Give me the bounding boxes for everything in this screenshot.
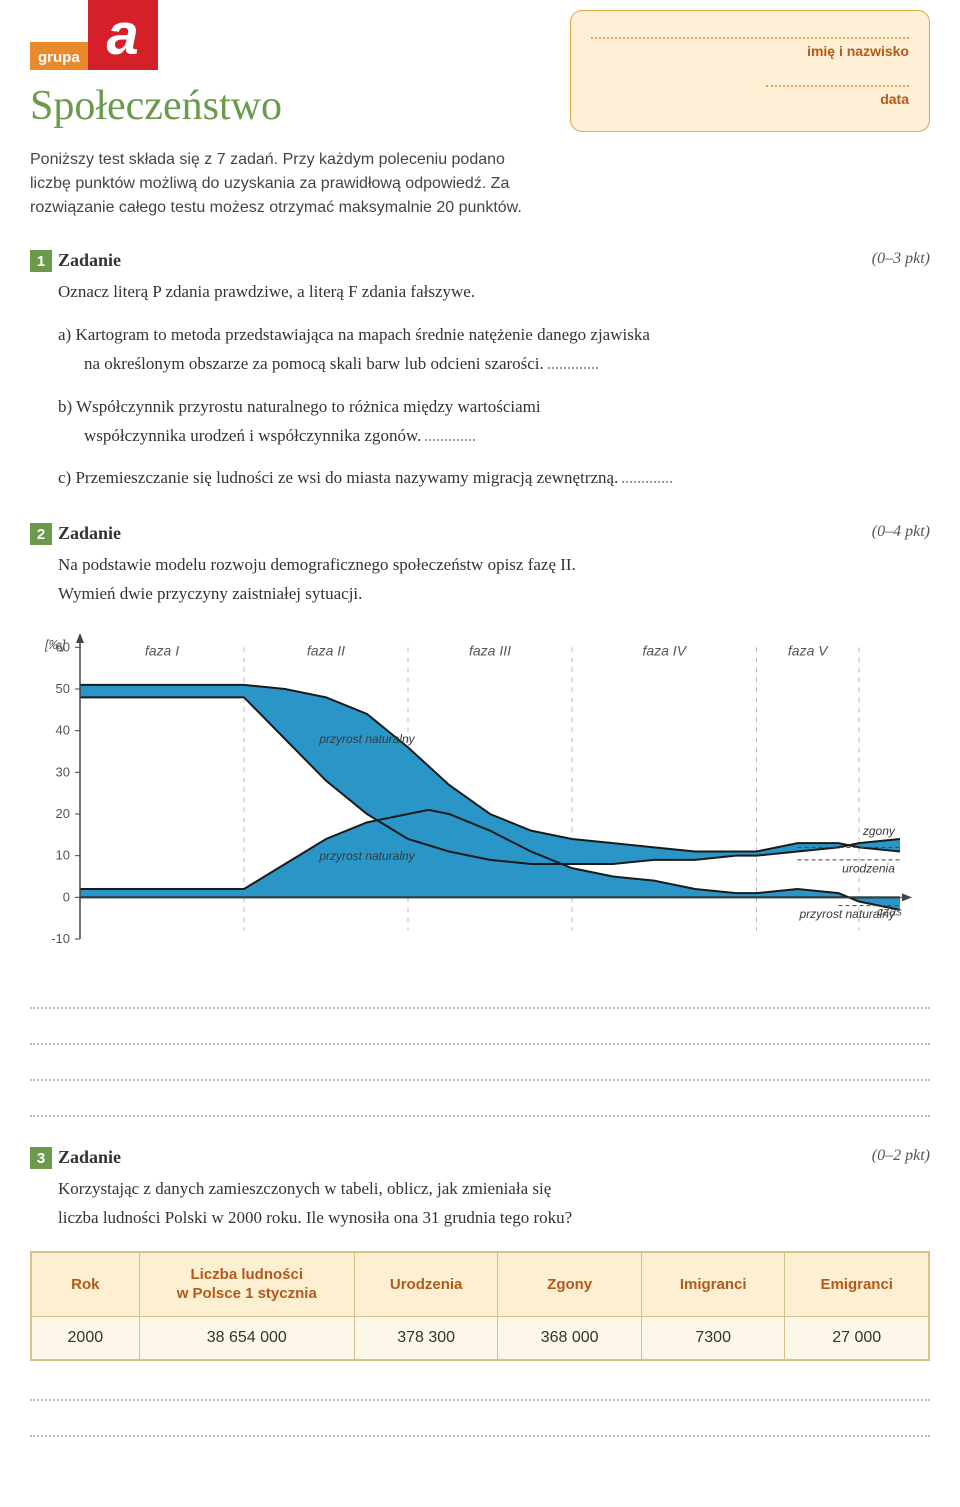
table-cell: 378 300 (354, 1316, 498, 1359)
svg-text:faza II: faza II (307, 643, 345, 659)
table-cell: 27 000 (785, 1316, 929, 1359)
svg-text:10: 10 (56, 848, 70, 863)
task-1-points: (0–3 pkt) (872, 250, 930, 268)
date-label: data (880, 91, 909, 107)
task-3-answer-area[interactable] (30, 1375, 930, 1437)
svg-text:40: 40 (56, 723, 70, 738)
table-cell: 7300 (641, 1316, 785, 1359)
answer-line[interactable] (30, 1091, 930, 1117)
table-header: Rok (32, 1252, 140, 1316)
task-2-instruction-2: Wymień dwie przyczyny zaistniałej sytuac… (58, 580, 930, 609)
table-cell: 368 000 (498, 1316, 642, 1359)
svg-text:[‰]: [‰] (44, 637, 66, 652)
task-2: 2 Zadanie (0–4 pkt) Na podstawie modelu … (30, 523, 930, 1117)
svg-text:20: 20 (56, 806, 70, 821)
group-label: grupa (30, 42, 88, 70)
task-1-c: c) Przemieszczanie się ludności ze wsi d… (58, 468, 618, 487)
task-1-c-answer[interactable] (622, 473, 672, 483)
task-1-b-lead: b) Współczynnik przyrostu naturalnego to… (58, 397, 541, 416)
name-label: imię i nazwisko (807, 43, 909, 59)
intro-text: Poniższy test składa się z 7 zadań. Przy… (30, 148, 540, 220)
task-1-instruction: Oznacz literą P zdania prawdziwe, a lite… (58, 278, 930, 307)
answer-line[interactable] (30, 1411, 930, 1437)
task-2-points: (0–4 pkt) (872, 523, 930, 541)
task-3: 3 Zadanie (0–2 pkt) Korzystając z danych… (30, 1147, 930, 1437)
task-1-number: 1 (30, 250, 52, 272)
student-info-box: imię i nazwisko data (570, 10, 930, 132)
task-1-b-cont: współczynnika urodzeń i współczynnika zg… (84, 426, 421, 445)
svg-text:faza V: faza V (788, 643, 829, 659)
table-header: Emigranci (785, 1252, 929, 1316)
task-3-points: (0–2 pkt) (872, 1147, 930, 1165)
page-title: Społeczeństwo (30, 82, 540, 130)
task-3-number: 3 (30, 1147, 52, 1169)
task-1-a-lead: a) Kartogram to metoda przedstawiająca n… (58, 325, 650, 344)
table-cell: 2000 (32, 1316, 140, 1359)
table-row: 200038 654 000378 300368 000730027 000 (32, 1316, 929, 1359)
demographic-chart: -100102030405060[‰]faza Ifaza IIfaza III… (30, 629, 930, 969)
svg-text:faza I: faza I (145, 643, 179, 659)
task-3-instruction-1: Korzystając z danych zamieszczonych w ta… (58, 1175, 930, 1204)
task-1: 1 Zadanie (0–3 pkt) Oznacz literą P zdan… (30, 250, 930, 493)
answer-line[interactable] (30, 983, 930, 1009)
table-header: Urodzenia (354, 1252, 498, 1316)
svg-text:urodzenia: urodzenia (842, 861, 895, 875)
task-1-title: Zadanie (58, 250, 872, 271)
task-1-a-answer[interactable] (548, 359, 598, 369)
task-2-answer-area[interactable] (30, 983, 930, 1117)
task-1-a-cont: na określonym obszarze za pomocą skali b… (84, 354, 544, 373)
answer-line[interactable] (30, 1375, 930, 1401)
task-3-title: Zadanie (58, 1147, 872, 1168)
group-letter: a (88, 0, 158, 70)
name-input-line[interactable] (591, 25, 909, 39)
svg-text:faza IV: faza IV (642, 643, 687, 659)
task-2-title: Zadanie (58, 523, 872, 544)
svg-text:przyrost naturalny: przyrost naturalny (318, 849, 415, 863)
svg-text:30: 30 (56, 764, 70, 779)
table-header: Imigranci (641, 1252, 785, 1316)
task-2-instruction-1: Na podstawie modelu rozwoju demograficzn… (58, 551, 930, 580)
table-cell: 38 654 000 (139, 1316, 354, 1359)
task-2-number: 2 (30, 523, 52, 545)
date-input-line[interactable] (766, 73, 909, 87)
task-3-instruction-2: liczba ludności Polski w 2000 roku. Ile … (58, 1204, 930, 1233)
svg-text:przyrost naturalny: przyrost naturalny (799, 907, 896, 921)
answer-line[interactable] (30, 1055, 930, 1081)
svg-text:faza III: faza III (469, 643, 511, 659)
table-header: Zgony (498, 1252, 642, 1316)
answer-line[interactable] (30, 1019, 930, 1045)
svg-text:0: 0 (63, 889, 70, 904)
svg-text:50: 50 (56, 681, 70, 696)
table-header: Liczba ludnościw Polsce 1 stycznia (139, 1252, 354, 1316)
svg-text:przyrost naturalny: przyrost naturalny (318, 732, 415, 746)
population-table: RokLiczba ludnościw Polsce 1 styczniaUro… (30, 1251, 930, 1361)
svg-text:zgony: zgony (862, 824, 896, 838)
svg-text:-10: -10 (51, 931, 70, 946)
task-1-b-answer[interactable] (425, 430, 475, 440)
